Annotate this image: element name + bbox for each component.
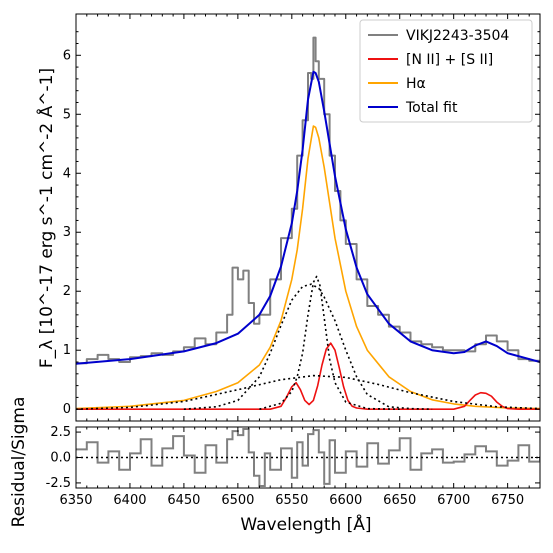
legend-frame — [359, 19, 533, 123]
dotted-component-6 — [76, 374, 540, 410]
series-line--n-ii-s-ii- — [76, 342, 540, 410]
x-tick-label: 6500 — [221, 493, 254, 508]
y-tick-label: 1 — [63, 343, 71, 358]
x-tick-label: 6650 — [383, 493, 416, 508]
residual-line — [76, 428, 540, 487]
legend-label: Total fit — [405, 100, 458, 116]
x-tick-label: 6350 — [59, 493, 92, 508]
residual-series-group — [76, 428, 540, 487]
dotted-component-5 — [259, 275, 400, 410]
x-tick-label: 6550 — [275, 493, 308, 508]
x-tick-label: 6450 — [167, 493, 200, 508]
x-tick-label: 6600 — [329, 493, 362, 508]
residual-panel-frame — [75, 426, 541, 489]
spectrum-panel-frame — [75, 13, 541, 422]
series-line-total-fit — [76, 70, 540, 365]
residual-y-tick-label: 2.5 — [50, 425, 71, 440]
y-tick-label: 2 — [63, 284, 71, 299]
legend: VIKJ2243-3504 [N II] + [S II] Hα Total fit — [359, 19, 533, 123]
dotted-component-4 — [183, 283, 433, 410]
x-tick-label: 6700 — [437, 493, 470, 508]
residual-y-tick-label: 0.0 — [50, 451, 71, 466]
y-tick-label: 0 — [63, 402, 71, 417]
x-axis-label: Wavelength [Å] — [240, 513, 371, 535]
y-tick-label: 3 — [63, 225, 71, 240]
residual-y-tick-label: -2.5 — [46, 476, 71, 491]
y-tick-label: 6 — [63, 48, 71, 63]
legend-label: [N II] + [S II] — [406, 52, 493, 68]
residual-panel: -2.5 0.0 2.5 6350 6400 6450 6500 6550 6600 6650 67… — [9, 397, 541, 535]
spectrum-y-axis-label: F_λ [10^-17 erg s^-1 cm^-2 Å^-1] — [35, 68, 57, 368]
spectrum-series-group — [76, 36, 540, 410]
x-tick-label: 6400 — [113, 493, 146, 508]
x-tick-label: 6750 — [491, 493, 524, 508]
legend-label: VIKJ2243-3504 — [406, 28, 509, 44]
spectrum-panel: 0 1 2 3 4 5 6 F_λ [10^-17 erg s^-1 cm^-2 Å^-1] — [35, 13, 541, 422]
legend-label: Hα — [406, 76, 426, 92]
residual-y-axis-label: Residual/Sigma — [9, 397, 29, 528]
y-tick-label: 4 — [63, 166, 71, 181]
y-tick-label: 5 — [63, 107, 71, 122]
